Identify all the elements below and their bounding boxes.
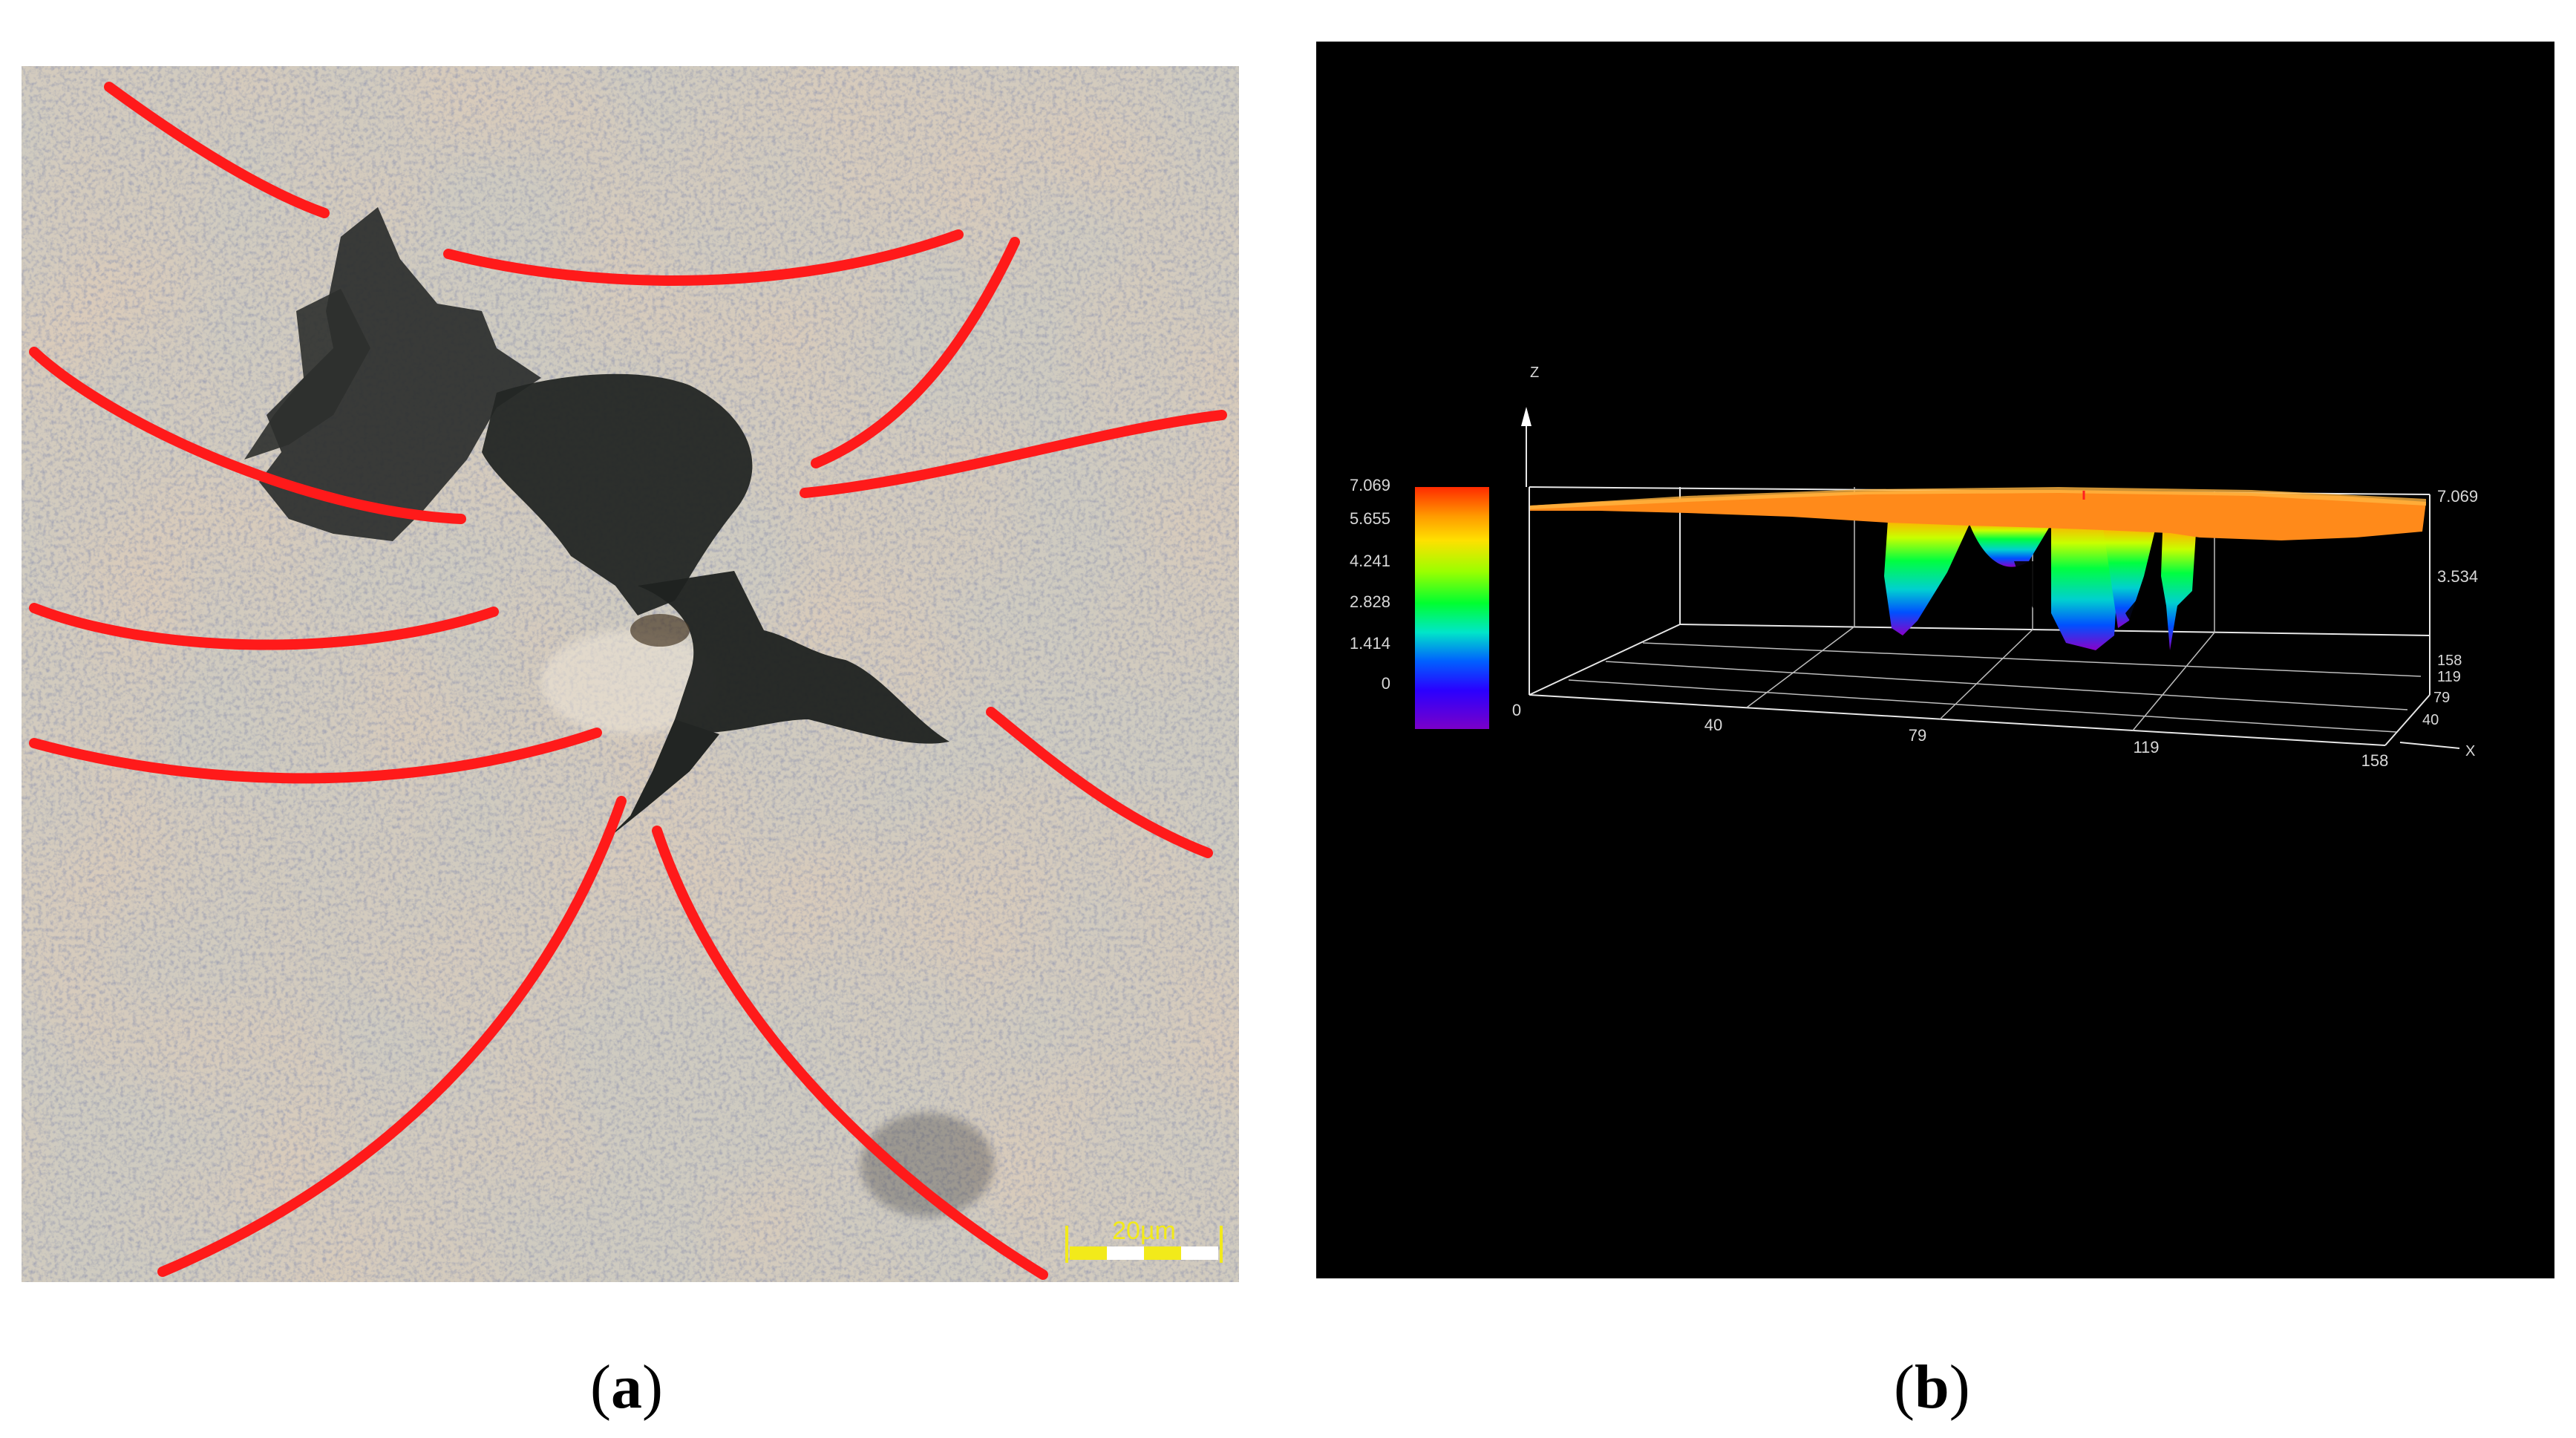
- x-tick: 0: [1512, 701, 1521, 719]
- caption-open: (: [1894, 1353, 1915, 1422]
- y-tick: 40: [2422, 712, 2439, 728]
- scale-bar-label: 20µm: [1112, 1217, 1176, 1245]
- x-tick: 40: [1704, 716, 1722, 734]
- x-tick: 158: [2361, 751, 2389, 770]
- surface-plot-panel: 7.069 5.655 4.241 2.828 1.414 0: [1316, 42, 2554, 1278]
- caption-letter: b: [1914, 1353, 1949, 1422]
- caption-open: (: [590, 1353, 611, 1422]
- colorbar: [1415, 487, 1489, 729]
- y-ticks: 158 119 79 40: [2422, 653, 2462, 728]
- right-z-tick: 3.534: [2437, 567, 2478, 586]
- y-tick: 79: [2433, 690, 2450, 706]
- colorbar-tick: 1.414: [1350, 634, 1390, 653]
- y-tick: 119: [2437, 669, 2461, 685]
- surface-pits: [1884, 520, 2196, 650]
- caption-letter: a: [610, 1353, 642, 1422]
- pore-defect: [244, 207, 949, 838]
- scale-bar: 20µm: [1065, 1217, 1223, 1263]
- z-axis-label: Z: [1530, 365, 1539, 381]
- right-z-ticks: 7.069 3.534: [2437, 487, 2478, 586]
- colorbar-tick: 7.069: [1350, 476, 1390, 494]
- caption-close: ): [1949, 1353, 1970, 1422]
- surface-plot: 7.069 5.655 4.241 2.828 1.414 0: [1350, 365, 2478, 770]
- right-z-tick: 7.069: [2437, 487, 2478, 506]
- y-tick: 158: [2437, 653, 2462, 669]
- surface-top: [1530, 487, 2426, 540]
- colorbar-ticks: 7.069 5.655 4.241 2.828 1.414 0: [1350, 476, 1390, 693]
- colorbar-tick: 5.655: [1350, 509, 1390, 528]
- z-axis: Z: [1521, 365, 1539, 487]
- x-axis-label: X: [2465, 743, 2475, 759]
- colorbar-tick: 0: [1382, 674, 1390, 693]
- colorbar-tick: 4.241: [1350, 552, 1390, 570]
- caption-a: (a): [590, 1351, 663, 1423]
- boundary-lines: [29, 82, 1227, 1280]
- x-ticks: 0 40 79 119 158: [1512, 701, 2388, 770]
- caption-close: ): [641, 1353, 663, 1422]
- caption-b: (b): [1894, 1351, 1970, 1423]
- colorbar-tick: 2.828: [1350, 592, 1390, 611]
- micrograph-panel: 20µm: [22, 66, 1239, 1282]
- micrograph-image: 20µm: [22, 66, 1239, 1282]
- x-tick: 79: [1909, 726, 1926, 745]
- x-tick: 119: [2133, 738, 2159, 756]
